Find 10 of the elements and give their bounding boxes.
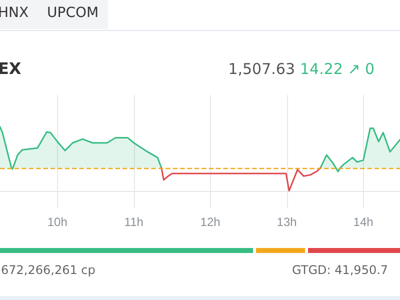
x-tick-label: 11h xyxy=(124,215,144,229)
x-tick-label: 13h xyxy=(276,215,297,229)
x-tick-label: 12h xyxy=(200,215,220,229)
text: 14.22 ↗ 0 xyxy=(300,60,375,78)
text: 1,507.63 xyxy=(228,60,295,78)
x-tick-label: 10h xyxy=(47,215,68,229)
text: GTGD: 41,950.7 xyxy=(292,263,388,277)
text: 672,266,261 cp xyxy=(1,263,96,277)
x-tick-label: 14h xyxy=(353,215,374,229)
text: UPCOM xyxy=(47,5,99,21)
